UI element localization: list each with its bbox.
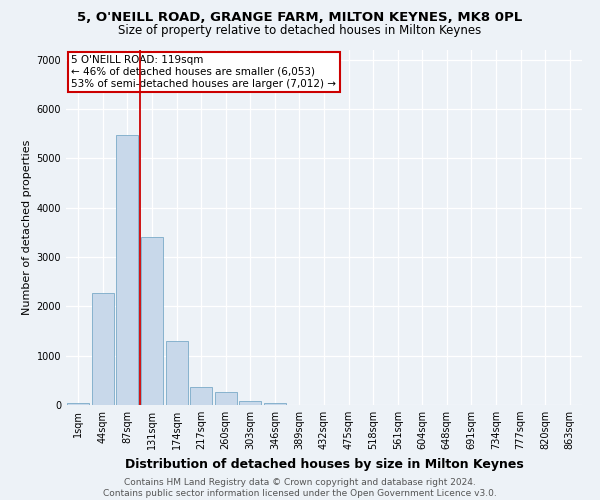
- Text: 5 O'NEILL ROAD: 119sqm
← 46% of detached houses are smaller (6,053)
53% of semi-: 5 O'NEILL ROAD: 119sqm ← 46% of detached…: [71, 56, 336, 88]
- Bar: [67, 402, 89, 405]
- Bar: [92, 293, 114, 405]
- Bar: [264, 402, 286, 405]
- Bar: [141, 238, 163, 405]
- Bar: [190, 387, 212, 405]
- Y-axis label: Number of detached properties: Number of detached properties: [22, 140, 32, 315]
- X-axis label: Distribution of detached houses by size in Milton Keynes: Distribution of detached houses by size …: [125, 458, 523, 470]
- Bar: [215, 392, 237, 405]
- Text: Contains HM Land Registry data © Crown copyright and database right 2024.
Contai: Contains HM Land Registry data © Crown c…: [103, 478, 497, 498]
- Bar: [239, 401, 262, 405]
- Bar: [166, 342, 188, 405]
- Bar: [116, 135, 139, 405]
- Text: Size of property relative to detached houses in Milton Keynes: Size of property relative to detached ho…: [118, 24, 482, 37]
- Text: 5, O'NEILL ROAD, GRANGE FARM, MILTON KEYNES, MK8 0PL: 5, O'NEILL ROAD, GRANGE FARM, MILTON KEY…: [77, 11, 523, 24]
